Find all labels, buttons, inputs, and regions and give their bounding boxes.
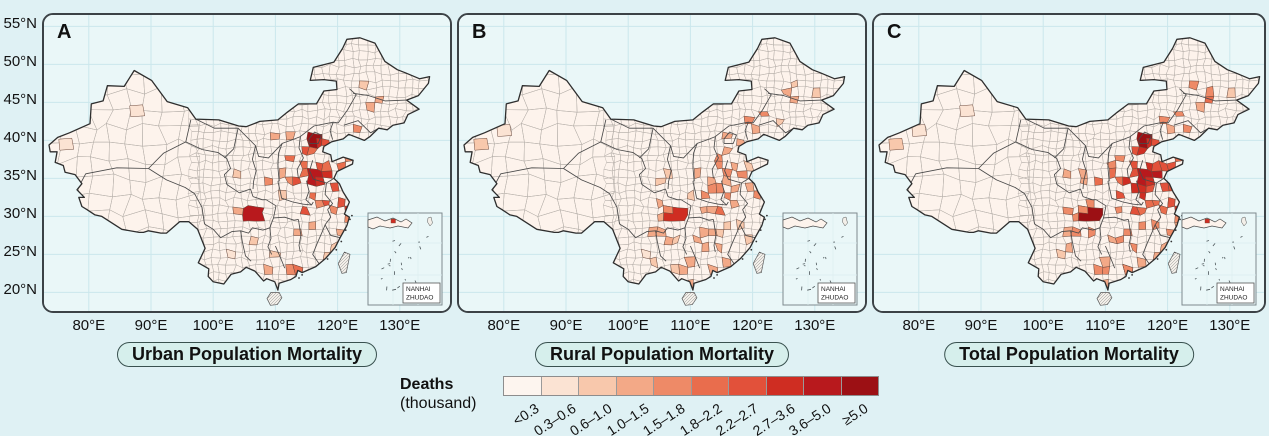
legend-title: Deaths (thousand) — [400, 375, 477, 413]
lat-tick-label: 40°N — [3, 129, 37, 146]
lon-tick-label: 130°E — [379, 317, 421, 334]
legend-swatch — [654, 377, 692, 395]
panel-title-a: Urban Population Mortality — [116, 342, 378, 367]
lon-tick-label: 80°E — [902, 317, 936, 334]
map-svg-B: NANHAI ZHUDAO — [459, 15, 865, 311]
legend-swatch — [766, 377, 804, 395]
lon-tick-label: 110°E — [670, 317, 711, 334]
legend-bin-label: ≥5.0 — [838, 400, 871, 429]
lon-tick-label: 90°E — [964, 317, 998, 334]
lon-tick-label: 120°E — [317, 317, 359, 334]
lon-tick-label: 130°E — [794, 317, 836, 334]
svg-text:ZHUDAO: ZHUDAO — [821, 295, 848, 302]
legend-title-line1: Deaths — [400, 376, 454, 393]
map-svg-C: NANHAI ZHUDAO — [874, 15, 1264, 311]
lat-tick-label: 50°N — [3, 53, 37, 70]
lat-tick-label: 20°N — [3, 281, 37, 298]
panel-letter-c: C — [887, 21, 902, 43]
legend-swatch — [504, 377, 542, 395]
panel-c: NANHAI ZHUDAO C 80°E 90°E 100°E 110°E 120… — [872, 13, 1266, 385]
lat-tick-label: 25°N — [3, 243, 37, 260]
svg-text:ZHUDAO: ZHUDAO — [1220, 295, 1247, 302]
lon-tick-label: 110°E — [255, 317, 296, 334]
panel-letter-a: A — [57, 21, 72, 43]
map-svg-A: NANHAI ZHUDAO — [44, 15, 450, 311]
legend-swatch — [579, 377, 617, 395]
lat-tick-label: 55°N — [3, 15, 37, 32]
panel-a: NANHAI ZHUDAO A 80°E 90°E 100°E 110°E 120… — [42, 13, 452, 385]
china-choropleth-map-b: NANHAI ZHUDAO — [459, 15, 865, 311]
lat-tick-label: 35°N — [3, 167, 37, 184]
lat-tick-label: 45°N — [3, 91, 37, 108]
legend-swatch — [729, 377, 767, 395]
lon-tick-label: 90°E — [549, 317, 583, 334]
panel-letter-b: B — [472, 21, 487, 43]
panel-b: NANHAI ZHUDAO B 80°E 90°E 100°E 110°E 120… — [457, 13, 867, 385]
map-frame-b: NANHAI ZHUDAO B — [457, 13, 867, 313]
legend-swatch — [841, 377, 878, 395]
lon-tick-label: 80°E — [72, 317, 106, 334]
lon-tick-label: 100°E — [1022, 317, 1064, 334]
lat-tick-label: 30°N — [3, 205, 37, 222]
svg-text:ZHUDAO: ZHUDAO — [406, 295, 433, 302]
lon-tick-label: 120°E — [732, 317, 774, 334]
lon-tick-label: 100°E — [192, 317, 234, 334]
legend-swatch — [541, 377, 579, 395]
china-choropleth-map-c: NANHAI ZHUDAO — [874, 15, 1264, 311]
legend-swatch — [616, 377, 654, 395]
lon-tick-label: 110°E — [1085, 317, 1126, 334]
lon-tick-label: 120°E — [1147, 317, 1189, 334]
lon-tick-label: 100°E — [607, 317, 649, 334]
map-frame-a: NANHAI ZHUDAO A — [42, 13, 452, 313]
china-choropleth-map-a: NANHAI ZHUDAO — [44, 15, 450, 311]
map-frame-c: NANHAI ZHUDAO C — [872, 13, 1266, 313]
lon-tick-label: 130°E — [1209, 317, 1251, 334]
svg-text:NANHAI: NANHAI — [406, 286, 431, 293]
legend-swatch — [691, 377, 729, 395]
svg-text:NANHAI: NANHAI — [821, 286, 846, 293]
svg-text:NANHAI: NANHAI — [1220, 286, 1245, 293]
lon-tick-label: 80°E — [487, 317, 521, 334]
panel-title-b: Rural Population Mortality — [534, 342, 790, 367]
legend-swatch — [804, 377, 842, 395]
legend-title-line2: (thousand) — [400, 395, 477, 412]
lon-tick-label: 90°E — [134, 317, 168, 334]
panel-title-c: Total Population Mortality — [944, 342, 1194, 367]
legend-color-ramp — [503, 376, 879, 396]
